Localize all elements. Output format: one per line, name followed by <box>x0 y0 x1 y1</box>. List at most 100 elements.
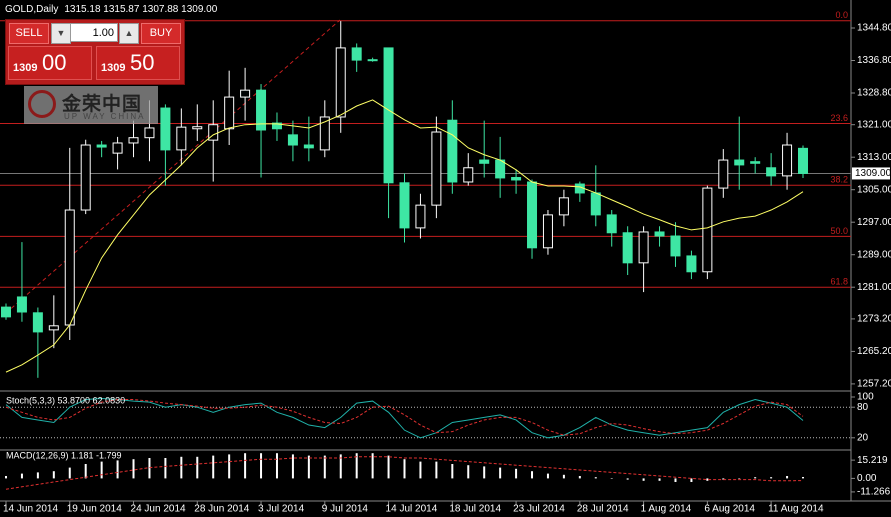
candle-body <box>1 306 11 318</box>
fibo-label: 0.0 <box>835 10 848 20</box>
candle-body <box>144 127 155 139</box>
candle-body <box>782 144 793 177</box>
y-tick-label: 15.219 <box>857 455 888 466</box>
histogram-bar <box>802 476 804 479</box>
candle-body <box>750 161 761 164</box>
lots-increase[interactable]: ▲ <box>119 23 139 44</box>
candle-body <box>16 296 27 313</box>
y-tick-label: 1281.00 <box>857 282 891 293</box>
histogram-bar <box>754 477 757 479</box>
price-prefix: 1309 <box>101 62 126 74</box>
histogram-bar <box>610 478 613 479</box>
histogram-bar <box>546 473 549 479</box>
x-tick-label: 11 Aug 2014 <box>768 504 824 515</box>
candle-body <box>48 325 59 331</box>
histogram-bar <box>260 453 263 479</box>
y-tick-label: 0.00 <box>857 473 877 484</box>
histogram-bar <box>515 468 518 479</box>
y-tick-label: 1336.80 <box>857 55 891 66</box>
histogram-bar <box>212 455 215 479</box>
candle-body <box>415 204 426 229</box>
histogram-bar <box>626 478 629 480</box>
candle-body <box>686 255 697 273</box>
price-pips: 00 <box>42 50 67 75</box>
candle-body <box>495 159 506 179</box>
histogram-bar <box>100 461 103 479</box>
indicator-line <box>5 99 804 373</box>
y-tick-label: 1321.00 <box>857 119 891 130</box>
price-prefix: 1309 <box>13 62 38 74</box>
lots-input[interactable]: 1.00 <box>70 23 118 42</box>
symbol: GOLD,Daily <box>5 4 59 15</box>
y-tick-label: 1344.80 <box>857 23 891 34</box>
histogram-bar <box>531 471 534 479</box>
histogram-bar <box>419 461 422 479</box>
candle-body <box>303 144 314 149</box>
candle-body <box>511 177 522 181</box>
candle-body <box>96 144 107 148</box>
candle-body <box>128 137 139 144</box>
histogram-bar <box>594 477 597 479</box>
histogram-bar <box>578 476 581 479</box>
buy-price[interactable]: 1309 50 <box>96 46 180 80</box>
histogram-bar <box>658 478 661 481</box>
y-tick-label: 80 <box>857 402 869 413</box>
candle-body <box>80 144 91 211</box>
candle-body <box>638 231 649 264</box>
x-tick-label: 28 Jun 2014 <box>194 504 249 515</box>
histogram-bar <box>180 456 183 479</box>
y-tick-label: 1328.80 <box>857 88 891 99</box>
one-click-panel: SELL ▼ 1.00 ▲ BUY 1309 00 1309 50 <box>5 19 185 85</box>
fibo-label: 23.6 <box>830 113 848 123</box>
fibo-label: 61.8 <box>830 277 848 287</box>
candle-body <box>271 122 282 130</box>
histogram-bar <box>307 455 310 479</box>
y-tick-label: 100 <box>857 392 874 403</box>
candle-body <box>654 231 665 237</box>
candle-body <box>542 214 553 249</box>
histogram-bar <box>738 478 741 479</box>
histogram-bar <box>674 478 677 482</box>
histogram-bar <box>562 474 565 479</box>
sell-price[interactable]: 1309 00 <box>8 46 92 80</box>
histogram-bar <box>642 478 645 481</box>
candle-body <box>766 167 777 177</box>
y-tick-label: 1305.00 <box>857 184 891 195</box>
histogram-bar <box>339 454 342 479</box>
candle-body <box>112 142 123 154</box>
candle-body <box>287 134 298 146</box>
candle-body <box>32 312 43 333</box>
x-tick-label: 23 Jul 2014 <box>513 504 565 515</box>
histogram-bar <box>116 460 119 479</box>
y-tick-label: 20 <box>857 432 869 443</box>
x-tick-label: 18 Jul 2014 <box>449 504 501 515</box>
histogram-bar <box>499 467 502 479</box>
candle-body <box>431 131 442 206</box>
histogram-bar <box>244 453 247 479</box>
candle-body <box>319 116 330 151</box>
candle-body <box>335 47 346 118</box>
buy-button[interactable]: BUY <box>141 23 181 44</box>
candle-body <box>256 89 267 131</box>
x-tick-label: 19 Jun 2014 <box>67 504 122 515</box>
histogram-bar <box>20 473 23 479</box>
sell-button[interactable]: SELL <box>9 23 49 44</box>
x-tick-label: 14 Jul 2014 <box>386 504 438 515</box>
histogram-bar <box>371 453 374 479</box>
x-tick-label: 6 Aug 2014 <box>704 504 755 515</box>
indicator-line <box>5 399 804 436</box>
histogram-bar <box>52 471 55 479</box>
histogram-bar <box>36 472 39 479</box>
x-tick-label: 1 Aug 2014 <box>641 504 692 515</box>
candle-body <box>383 47 394 184</box>
histogram-bar <box>84 464 87 479</box>
candle-body <box>367 59 378 62</box>
chart-header: GOLD,Daily 1315.18 1315.87 1307.88 1309.0… <box>5 4 223 15</box>
last-price-box <box>852 167 890 180</box>
candle-body <box>64 209 75 326</box>
candle-body <box>606 214 617 234</box>
histogram-bar <box>467 465 470 479</box>
lots-decrease[interactable]: ▼ <box>51 23 71 44</box>
